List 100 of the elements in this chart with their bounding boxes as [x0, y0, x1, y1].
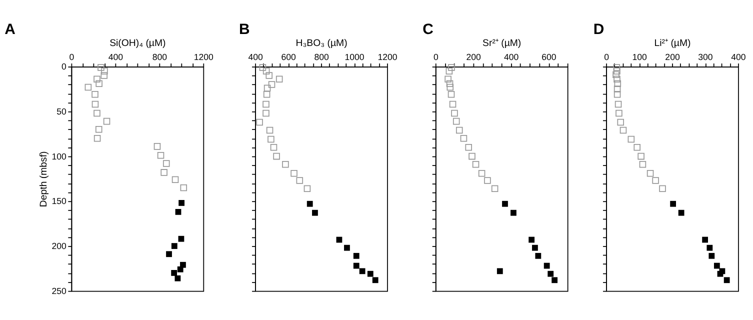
point	[180, 184, 188, 192]
y-tick-label: 200	[52, 241, 67, 252]
point	[548, 270, 554, 277]
y-tick-label: 0	[62, 62, 67, 72]
x-tick-label: 200	[665, 52, 680, 62]
x-tick-label: 400	[248, 52, 263, 62]
point	[708, 252, 715, 259]
point	[444, 76, 452, 83]
point	[166, 251, 172, 258]
point	[614, 100, 622, 108]
point	[353, 262, 360, 269]
y-tick-label: 150	[52, 196, 67, 206]
point	[639, 160, 646, 168]
point	[306, 200, 313, 207]
point	[266, 126, 274, 134]
point	[448, 91, 455, 98]
point	[290, 170, 298, 177]
point	[544, 262, 550, 269]
point	[178, 200, 184, 206]
point	[171, 243, 178, 249]
point	[617, 118, 624, 126]
point	[614, 91, 621, 98]
point	[266, 72, 273, 79]
x-tick-label: 1200	[378, 52, 398, 62]
x-axis-title: Li²⁺ (µM)	[654, 38, 691, 49]
point	[702, 236, 708, 243]
point	[496, 268, 503, 274]
point	[452, 118, 460, 125]
point	[268, 81, 276, 88]
x-tick-label: 400	[504, 52, 519, 62]
point	[724, 277, 730, 284]
x-axis-title: H₃BO₃ (µM)	[296, 38, 348, 49]
point	[678, 210, 684, 216]
point	[446, 80, 454, 88]
point	[262, 68, 270, 74]
x-tick-label: 100	[632, 52, 647, 62]
chart-title: C	[422, 21, 434, 38]
point	[98, 64, 104, 71]
point	[175, 208, 182, 215]
point	[92, 91, 98, 98]
point	[446, 68, 453, 74]
point	[296, 177, 304, 184]
point	[614, 80, 622, 88]
chart-title: A	[4, 21, 16, 38]
point	[304, 185, 311, 192]
x-tick-label: 0	[69, 52, 74, 62]
point	[178, 236, 184, 242]
point	[528, 236, 535, 243]
point	[92, 100, 99, 108]
point	[262, 100, 270, 108]
point	[448, 64, 455, 71]
x-tick-label: 300	[698, 52, 713, 62]
point	[94, 76, 100, 83]
point	[613, 64, 620, 71]
point	[100, 72, 108, 79]
point	[634, 144, 640, 151]
point	[270, 144, 278, 151]
point	[614, 76, 620, 83]
point	[628, 136, 635, 143]
point	[96, 80, 102, 88]
point	[160, 169, 168, 176]
point	[94, 134, 101, 142]
point	[535, 252, 542, 259]
point	[273, 152, 280, 160]
chart-title: D	[593, 21, 604, 38]
point	[276, 76, 283, 83]
point	[172, 176, 179, 184]
point	[620, 126, 627, 134]
point	[367, 270, 374, 277]
point	[174, 275, 181, 282]
point	[446, 84, 454, 91]
point	[468, 152, 476, 160]
point	[268, 136, 274, 143]
point	[256, 118, 263, 126]
point	[502, 200, 508, 207]
x-tick-label: 400	[731, 52, 746, 62]
point	[154, 143, 161, 150]
point	[478, 170, 486, 177]
point	[312, 210, 318, 216]
point	[460, 134, 468, 142]
point	[652, 177, 659, 184]
point	[472, 160, 480, 168]
point	[157, 152, 164, 159]
point	[84, 84, 92, 91]
point	[95, 126, 102, 133]
point	[670, 200, 676, 207]
x-tick-label: 200	[466, 52, 482, 62]
x-tick-label: 800	[152, 52, 168, 62]
x-tick-label: 600	[542, 52, 556, 62]
y-axis-title: Depth (mbsf)	[38, 151, 50, 208]
point	[177, 266, 184, 272]
point	[259, 64, 266, 71]
point	[94, 110, 100, 117]
x-tick-label: 0	[604, 52, 610, 62]
point	[171, 270, 178, 276]
point	[264, 84, 271, 92]
x-tick-label: 800	[314, 52, 329, 62]
point	[646, 170, 654, 177]
point	[101, 68, 108, 74]
x-tick-label: 400	[108, 52, 124, 62]
